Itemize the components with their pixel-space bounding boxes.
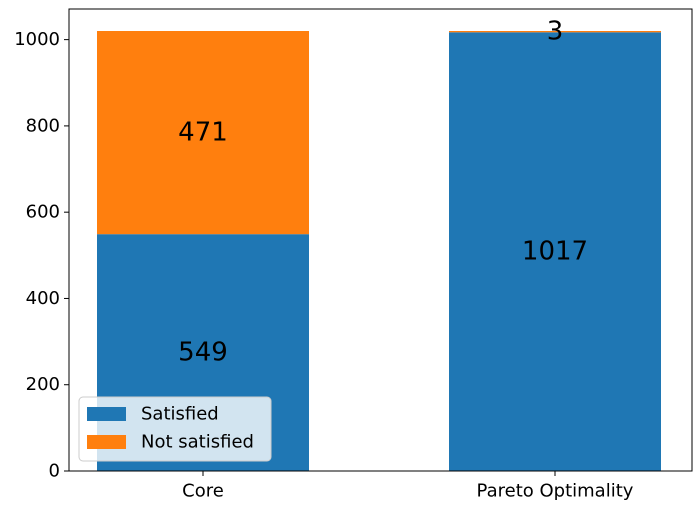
x-tick-label: Pareto Optimality bbox=[477, 481, 634, 502]
y-tick-label: 800 bbox=[26, 115, 60, 136]
legend-swatch-not-satisfied bbox=[87, 435, 126, 449]
legend-label-satisfied: Satisfied bbox=[141, 404, 219, 425]
plot-frame bbox=[68, 8, 693, 472]
bar-not-satisfied-1 bbox=[449, 31, 661, 33]
bar-value-label: 549 bbox=[178, 338, 228, 368]
legend-swatch-satisfied bbox=[87, 407, 126, 421]
bar-value-label: 1017 bbox=[522, 237, 588, 267]
bar-not-satisfied-0 bbox=[97, 31, 309, 235]
legend: Satisfied Not satisfied bbox=[78, 396, 272, 462]
legend-box bbox=[78, 396, 272, 462]
y-tick-label: 600 bbox=[26, 202, 60, 223]
bar-labels-layer: 549 471 1017 3 bbox=[178, 17, 588, 368]
bar-value-label: 471 bbox=[178, 118, 228, 148]
y-tick-label: 400 bbox=[26, 288, 60, 309]
y-tick-label: 200 bbox=[26, 374, 60, 395]
x-tick-label: Core bbox=[182, 481, 224, 502]
legend-label-not-satisfied: Not satisfied bbox=[141, 432, 254, 453]
y-tick-label: 1000 bbox=[14, 29, 60, 50]
bars-layer bbox=[97, 31, 661, 471]
y-tick-label: 0 bbox=[49, 461, 60, 482]
bar-value-label: 3 bbox=[547, 17, 564, 47]
bar-satisfied-1 bbox=[449, 32, 661, 471]
axes-layer: 0 200 400 600 800 1000 Core Pareto Optimality bbox=[14, 8, 693, 502]
